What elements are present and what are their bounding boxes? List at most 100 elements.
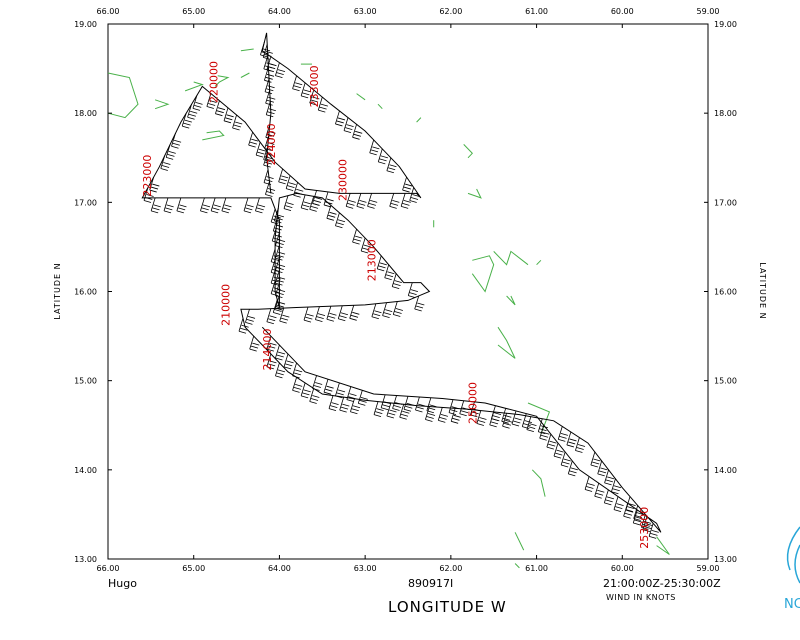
lat-label-right: 14.00 [714, 466, 737, 475]
wind-barb [414, 295, 425, 312]
wind-barb [232, 114, 243, 131]
wind-barb [502, 413, 513, 429]
wind-barb [450, 408, 461, 424]
wind-barb [176, 197, 187, 214]
logo-text: NC [784, 597, 800, 612]
wind-barb [270, 208, 281, 225]
wind-barb [206, 93, 217, 109]
wind-barb [350, 398, 361, 415]
lon-label-bottom: 61.00 [525, 564, 548, 573]
wind-barb [315, 306, 326, 323]
lat-label-right: 15.00 [714, 377, 737, 386]
coastline-2 [184, 81, 204, 92]
wind-barb [641, 514, 652, 530]
lon-label-top: 64.00 [268, 7, 291, 16]
wind-barb [300, 82, 311, 99]
wind-barb [346, 386, 357, 402]
lon-label-bottom: 63.00 [354, 564, 377, 573]
wind-barb [293, 182, 304, 198]
time-range: 21:00:00Z-25:30:00Z [603, 577, 721, 590]
wind-barb [391, 273, 402, 290]
wind-barb [567, 460, 578, 477]
wind-barb [399, 404, 410, 420]
wind-barb [403, 396, 414, 412]
wind-barb [309, 388, 320, 404]
lat-label-left: 17.00 [74, 198, 97, 207]
wind-barb [272, 299, 283, 315]
wind-barb [349, 305, 360, 321]
wind-barb [200, 197, 211, 214]
lon-label-bottom: 59.00 [697, 564, 720, 573]
wind-barb [382, 302, 393, 319]
wind-barb [309, 89, 320, 106]
wind-barb [335, 382, 346, 399]
wind-barb [323, 379, 334, 395]
wind-barb [278, 168, 289, 185]
wind-barb [275, 362, 286, 379]
wind-barb [264, 78, 275, 95]
wind-barb [283, 195, 294, 212]
wind-barb [501, 408, 512, 424]
wind-barb [632, 509, 643, 526]
wind-barb [594, 483, 605, 499]
wind-barb [597, 460, 608, 477]
wind-barb [265, 124, 276, 140]
coastline-20 [531, 469, 546, 497]
coastline-23 [656, 536, 670, 555]
wind-barb [386, 402, 397, 419]
lat-label-right: 16.00 [714, 288, 737, 297]
wind-barb [470, 401, 481, 418]
wind-barb [149, 176, 160, 193]
wind-barb [437, 407, 448, 423]
time-label-224000: 224000 [265, 123, 278, 165]
coastline-17 [506, 295, 516, 306]
wind-units-note: WIND IN KNOTS [606, 593, 676, 602]
wind-barb [292, 75, 303, 92]
wind-barb [402, 176, 413, 193]
time-label-213000: 213000 [365, 239, 378, 281]
wind-barb [357, 390, 368, 406]
wind-barb [369, 139, 380, 156]
wind-barb [625, 496, 636, 512]
time-label-214000: 214000 [261, 329, 274, 371]
wind-barb [521, 413, 532, 430]
coastline-18 [497, 326, 516, 359]
wind-barb [266, 308, 277, 325]
wind-barb [352, 124, 363, 140]
wind-barb [389, 193, 400, 209]
time-labels: 220000 223000 224000 233000 230000 213000 2100… [141, 61, 651, 549]
wind-barb [386, 157, 397, 174]
wind-barb [275, 245, 286, 261]
coastline-22 [514, 563, 520, 569]
lon-label-top: 60.00 [611, 7, 634, 16]
wind-barb [264, 135, 275, 151]
wind-barb [292, 362, 303, 379]
lon-label-top: 65.00 [182, 7, 205, 16]
wind-barb [243, 197, 254, 214]
wind-barb [275, 344, 286, 361]
lon-label-bottom: 66.00 [97, 564, 120, 573]
coastline-8 [356, 93, 366, 101]
y-axis-title-right: LATITUDE N [758, 262, 767, 319]
coastline-21 [514, 532, 525, 551]
coastline-12 [467, 188, 482, 199]
lon-label-top: 62.00 [439, 7, 462, 16]
y-axis-title-left: LATITUDE N [53, 262, 62, 319]
wind-barb [425, 406, 436, 422]
wind-barb [265, 181, 276, 197]
wind-barb [611, 478, 622, 495]
lat-label-left: 18.00 [74, 109, 97, 118]
time-label-230000: 230000 [336, 159, 349, 201]
wind-barb [371, 303, 382, 320]
wind-barb [409, 187, 420, 203]
wind-barb [210, 197, 221, 214]
wind-barb [312, 375, 323, 391]
x-axis-title: LONGITUDE W [388, 598, 507, 616]
wind-barb [171, 133, 182, 149]
wind-barb [648, 523, 659, 539]
wind-barb [312, 190, 323, 206]
wind-barb [263, 169, 274, 186]
lon-label-bottom: 64.00 [268, 564, 291, 573]
wind-barb [300, 194, 311, 211]
wind-barb [143, 187, 154, 203]
